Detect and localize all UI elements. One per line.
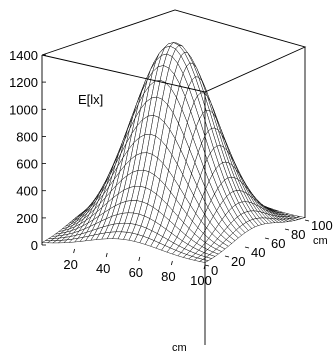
z-tick-label: 400: [16, 184, 38, 199]
x-axis-unit: cm: [172, 342, 187, 352]
x-tick-mark: [73, 248, 75, 254]
x-tick-label: 80: [161, 269, 175, 284]
z-tick-label: 1000: [9, 102, 38, 117]
y-tick-label: 60: [271, 236, 285, 251]
y-tick-mark: [284, 228, 290, 231]
z-tick-label: 600: [16, 157, 38, 172]
x-tick-label: 100: [190, 273, 212, 288]
y-tick-mark: [224, 255, 230, 258]
box-front-edges: [41, 9, 307, 265]
z-axis-ticks: 0 200 400 600 800 1000 1200 1400: [9, 48, 46, 253]
surface-mesh: [41, 42, 306, 263]
z-tick-label: 800: [16, 129, 38, 144]
y-tick-label: 20: [231, 254, 245, 269]
x-tick-label: 40: [96, 261, 110, 276]
y-axis-unit: cm: [313, 235, 328, 247]
z-axis-label: E[lx]: [78, 92, 103, 107]
y-tick-mark: [264, 237, 270, 240]
x-tick-mark: [105, 252, 108, 258]
surface-cell: [199, 259, 209, 263]
y-tick-label: 100: [311, 218, 333, 233]
y-tick-label: 80: [291, 227, 305, 242]
z-tick-label: 200: [16, 211, 38, 226]
y-axis-ticks: 0 20 40 60 80 100: [204, 218, 333, 278]
z-tick-label: 1200: [9, 75, 38, 90]
z-tick-label: 1400: [9, 48, 38, 63]
y-tick-label: 0: [211, 263, 218, 278]
x-tick-mark: [138, 256, 141, 262]
box-back-edges: [41, 55, 206, 345]
x-tick-label: 20: [63, 257, 77, 272]
z-tick-label: 0: [31, 238, 38, 253]
x-tick-label: 60: [129, 265, 143, 280]
x-tick-mark: [171, 260, 173, 266]
y-tick-label: 40: [251, 245, 265, 260]
y-tick-mark: [204, 264, 210, 267]
y-tick-mark: [304, 219, 310, 222]
y-tick-mark: [244, 246, 250, 249]
x-axis-ticks: 20 40 60 80 100: [63, 248, 212, 288]
x-tick-mark: [203, 264, 206, 270]
